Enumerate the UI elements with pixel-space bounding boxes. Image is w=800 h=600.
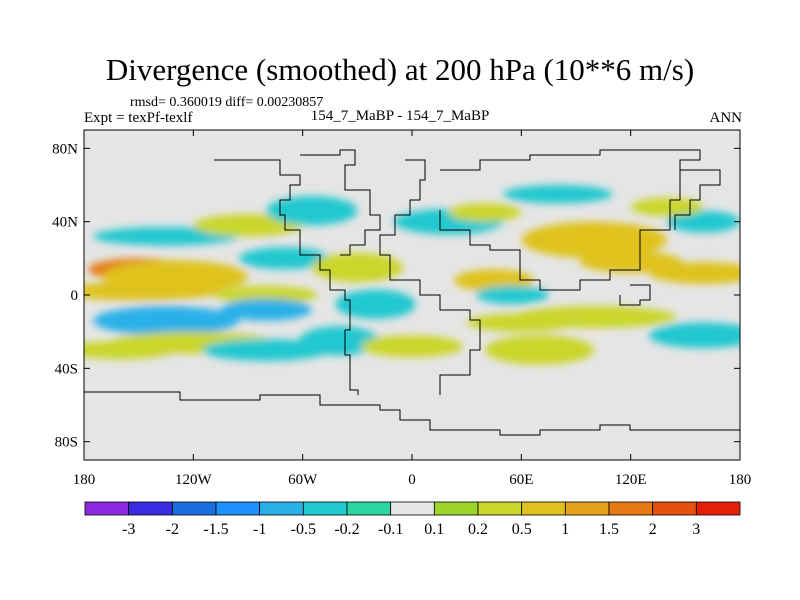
colorbar-label: 1.5 [599,521,619,538]
field-feature [266,196,358,226]
x-tick-label: 0 [408,472,416,488]
colorbar-label: 2 [649,521,657,538]
y-tick-label: 80N [52,141,78,157]
coastline-americas [214,159,359,395]
field-feature [335,289,416,319]
field-feature [579,251,682,273]
field-feature [93,227,239,246]
divergence-field [84,185,740,365]
x-tick-label: 60W [288,472,318,488]
y-tick-label: 80S [55,435,78,451]
colorbar-label: 0.2 [468,521,488,538]
field-feature [503,185,613,204]
coastline-australia [619,284,651,306]
field-feature [311,252,403,283]
colorbar-label: -2 [166,521,179,538]
colorbar-swatch [652,501,697,516]
field-feature [84,340,176,360]
colorbar-swatch [695,501,741,516]
colorbar-swatch [608,501,654,516]
field-feature [84,282,221,301]
field-feature [475,285,549,305]
field-feature [93,306,239,336]
coastline-east-asia [674,169,721,230]
colorbar-swatch [128,501,173,516]
colorbar-label: -0.1 [378,521,403,538]
field-feature [484,335,595,365]
field-feature [361,335,463,358]
field-feature [648,322,740,349]
colorbar: -3 -2 -1.5 -1 -0.5 -0.2 -0.1 0.1 0.2 0.5 1 1.5 2 3 [84,501,741,538]
field-feature [193,214,303,237]
colorbar-label: 0.5 [512,521,532,538]
colorbar-swatch [215,501,261,516]
colorbar-swatch [302,501,348,516]
colorbar-label: -3 [122,521,135,538]
coastline-antarctica [84,391,740,436]
experiment-label: Expt = texPf-texlf [84,110,193,126]
field-feature [648,262,740,284]
field-feature [630,197,704,217]
colorbar-label: 3 [692,521,700,538]
field-feature [448,203,522,222]
coastline-eurasia [439,149,701,291]
chart-title: Divergence (smoothed) at 200 hPa (10**6 … [105,52,695,87]
field-feature [521,221,668,259]
x-tick-label: 180 [729,472,752,488]
colorbar-label: -0.5 [291,521,316,538]
colorbar-swatch [171,501,217,516]
colorbar-label: -1 [253,521,266,538]
field-feature [466,313,576,332]
colorbar-swatch [564,501,610,516]
field-feature [299,326,380,356]
colorbar-swatch [346,501,392,516]
colorbar-swatch [521,501,566,516]
colorbar-swatch [84,501,130,516]
field-feature [215,285,318,305]
field-feature [202,339,330,361]
y-tick-label: 40N [52,215,78,231]
case-label: 154_7_MaBP - 154_7_MaBP [310,108,490,124]
colorbar-label: -0.2 [334,521,359,538]
season-label: ANN [709,110,743,126]
field-feature [453,269,535,292]
coastline-north-atlantic [300,149,381,256]
x-tick-label: 60E [509,472,533,488]
colorbar-label: -1.5 [203,521,228,538]
colorbar-label: 0.1 [424,521,444,538]
colorbar-swatch [477,501,523,516]
y-tick-label: 40S [55,361,78,377]
field-feature [667,210,740,233]
coastline-outline [84,149,740,436]
field-feature [238,247,330,270]
colorbar-swatch [390,501,435,516]
colorbar-label: 1 [561,521,569,538]
x-tick-label: 120E [615,472,647,488]
colorbar-swatch [433,501,479,516]
axes: 180 120W 60W 0 60E 120E 180 80N 40N 0 40S 80S [52,130,751,488]
stats-label: rmsd= 0.360019 diff= 0.00230857 [130,95,324,110]
colorbar-swatch [259,501,304,516]
x-tick-label: 180 [73,472,96,488]
field-feature [220,298,312,321]
coastline-africa-europe [379,159,481,395]
y-tick-label: 0 [71,288,79,304]
x-tick-label: 120W [175,472,213,488]
